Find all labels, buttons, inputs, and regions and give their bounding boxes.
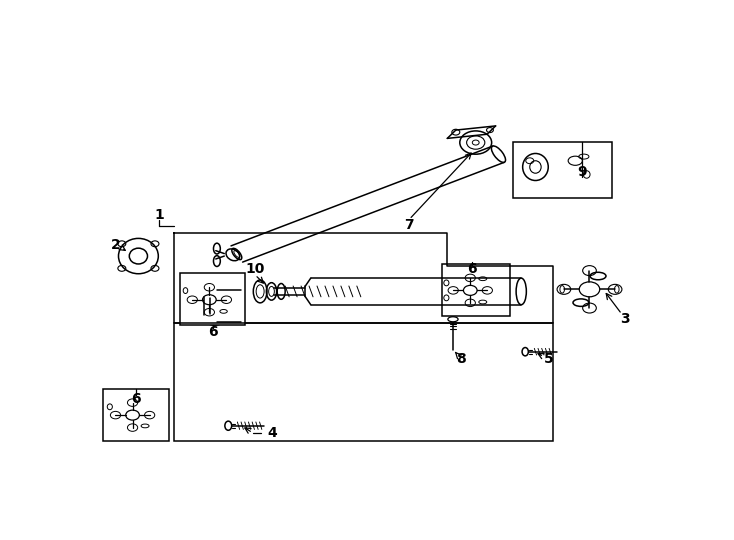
Text: 2: 2 [112,238,121,252]
Text: 3: 3 [620,312,631,326]
Text: 6: 6 [208,325,218,339]
Bar [180,273,245,325]
Text: 6: 6 [131,392,140,406]
Bar [442,265,510,316]
Bar [103,389,169,441]
Text: 8: 8 [456,352,466,366]
Text: 7: 7 [404,218,414,232]
Text: 6: 6 [467,262,476,276]
Text: 9: 9 [577,165,587,179]
Bar [174,322,553,441]
Text: 5: 5 [544,352,553,366]
Text: 1: 1 [154,208,164,222]
Bar [513,141,612,198]
Text: 4: 4 [268,426,277,440]
Text: 10: 10 [245,262,265,276]
